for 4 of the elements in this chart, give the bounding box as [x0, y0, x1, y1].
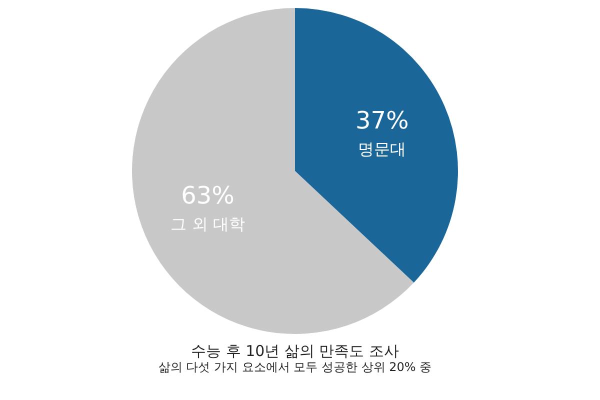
slice-label: 명문대 — [358, 139, 406, 158]
text: 삶의 다섯 가지 요소에서 모두 성공한 상위 20% 중 — [158, 360, 432, 374]
data-label: 37% — [356, 106, 409, 134]
text: 수능 후 10년 삶의 만족도 조사 — [191, 342, 399, 360]
